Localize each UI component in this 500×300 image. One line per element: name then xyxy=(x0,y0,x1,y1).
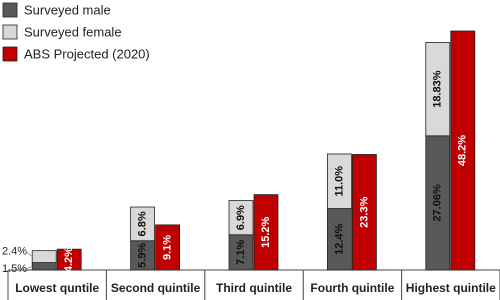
legend-label: ABS Projected (2020) xyxy=(24,46,150,61)
value-label: 27.06% xyxy=(432,184,444,222)
bar-segment xyxy=(228,234,254,271)
legend-label: Surveyed male xyxy=(24,2,111,17)
value-label: 9.1% xyxy=(162,235,174,260)
value-label: 23.3% xyxy=(358,196,370,227)
value-label: 18.83% xyxy=(432,70,444,108)
bar-segment xyxy=(450,30,476,271)
value-label: 4.2% xyxy=(63,247,75,272)
value-label: 7.1% xyxy=(235,240,247,265)
value-label: 6.9% xyxy=(235,205,247,230)
value-label: 1.5% xyxy=(2,263,27,275)
bar-segment xyxy=(326,153,352,209)
legend-label: Surveyed female xyxy=(24,24,122,39)
value-label: 6.8% xyxy=(137,211,149,236)
value-label: 48.2% xyxy=(457,135,469,166)
x-tick-label: Second quintile xyxy=(111,281,201,295)
x-tick-label: Lowest quntile xyxy=(15,281,99,295)
legend-swatch xyxy=(2,24,18,40)
bar-segment xyxy=(425,42,451,137)
bar-segment xyxy=(130,240,156,271)
value-label: 11.0% xyxy=(333,166,345,197)
bar-segment xyxy=(155,224,181,271)
bar-segment xyxy=(31,262,57,271)
x-tick-label: Highest quintile xyxy=(406,281,496,295)
legend-swatch xyxy=(2,46,18,62)
bar-segment xyxy=(351,154,377,271)
value-label: 15.2% xyxy=(260,217,272,248)
leader-line xyxy=(25,265,33,270)
legend-swatch xyxy=(2,2,18,18)
x-tick-label: Fourth quintile xyxy=(310,281,394,295)
bar-segment xyxy=(130,206,156,242)
bar-segment xyxy=(228,200,254,236)
leader-line xyxy=(25,251,33,257)
value-label: 2.4% xyxy=(2,246,27,258)
bar-segment xyxy=(425,135,451,271)
value-label: 12.4% xyxy=(333,223,345,254)
bar-segment xyxy=(31,250,57,263)
x-tick-label: Third quintile xyxy=(216,281,292,295)
bar-segment xyxy=(56,248,82,271)
value-label: 5.9% xyxy=(137,243,149,268)
bar-segment xyxy=(253,194,279,271)
